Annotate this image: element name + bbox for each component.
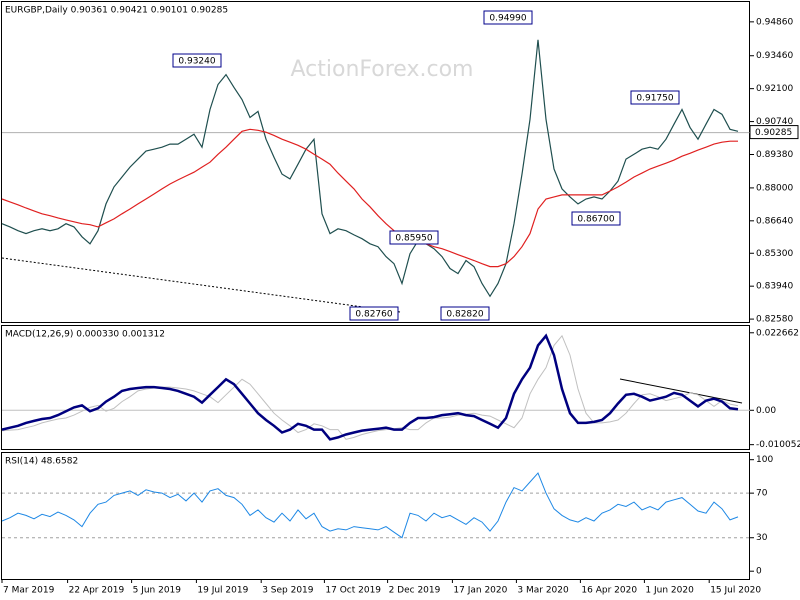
price-panel: [1, 1, 750, 323]
series-line: [1, 128, 738, 268]
series-line: [1, 334, 739, 440]
panel-title: MACD(12,26,9) 0.000330 0.001312: [5, 330, 165, 340]
x-tick-label: 5 Jun 2019: [133, 586, 182, 596]
annotation-box: [349, 306, 399, 321]
annotation-box: [389, 230, 439, 245]
y-tick-label: 100: [756, 455, 773, 465]
annotation-label: 0.94990: [489, 14, 526, 24]
rsi-panel: [1, 452, 750, 580]
series-line: [1, 472, 739, 539]
x-tick-label: 1 Jun 2020: [645, 586, 694, 596]
trend-line: [619, 378, 743, 404]
y-tick-label: 0.82580: [756, 315, 793, 325]
annotation-label: 0.82820: [446, 310, 483, 320]
y-tick-label: 0: [756, 567, 762, 577]
panel-title: RSI(14) 48.6582: [5, 457, 78, 467]
x-tick-label: 17 Jan 2020: [453, 586, 507, 596]
annotation-label: 0.93240: [178, 57, 215, 67]
annotation-box: [571, 211, 621, 226]
y-tick-label: 0.00: [756, 406, 776, 416]
x-tick-label: 7 Mar 2019: [3, 586, 55, 596]
y-tick-label: 0.93460: [756, 51, 793, 61]
x-tick-label: 2 Dec 2019: [389, 586, 441, 596]
annotation-label: 0.86700: [577, 215, 614, 225]
x-tick-label: 15 Jul 2020: [710, 586, 761, 596]
x-tick-label: 3 Mar 2020: [517, 586, 569, 596]
annotation-box: [630, 90, 680, 105]
annotation-label: 0.85950: [395, 234, 432, 244]
annotation-box: [440, 306, 490, 321]
y-tick-label: 0.94860: [756, 17, 793, 27]
y-tick-label: 0.89380: [756, 150, 793, 160]
x-tick-label: 17 Oct 2019: [325, 586, 381, 596]
panel-title: EURGBP,Daily 0.90361 0.90421 0.90101 0.9…: [5, 6, 228, 16]
y-tick-label: 0.85300: [756, 249, 793, 259]
x-tick-label: 3 Sep 2019: [262, 586, 314, 596]
watermark: ActionForex.com: [291, 57, 474, 82]
y-tick-label: 70: [756, 489, 768, 499]
series-line: [1, 39, 739, 298]
x-tick-label: 22 Apr 2019: [69, 586, 125, 596]
annotation-box: [483, 10, 533, 25]
y-tick-label: -0.010052: [756, 440, 800, 450]
y-tick-label: 0.92100: [756, 84, 793, 94]
y-tick-label: 0.86640: [756, 216, 793, 226]
price-label-box: [749, 125, 799, 140]
trend-line: [1, 257, 401, 313]
x-tick-label: 19 Jul 2019: [197, 586, 248, 596]
y-tick-label: 0.022662: [756, 328, 799, 338]
annotation-label: 0.82760: [355, 310, 392, 320]
series-line: [1, 333, 739, 441]
macd-panel: [1, 325, 750, 450]
price-label: 0.90285: [755, 128, 792, 138]
y-tick-label: 0.90740: [756, 117, 793, 127]
x-tick-label: 16 Apr 2020: [581, 586, 637, 596]
y-tick-label: 0.83940: [756, 282, 793, 292]
y-tick-label: 30: [756, 533, 768, 543]
annotation-box: [172, 53, 222, 68]
annotation-label: 0.91750: [636, 94, 673, 104]
y-tick-label: 0.88000: [756, 183, 793, 193]
